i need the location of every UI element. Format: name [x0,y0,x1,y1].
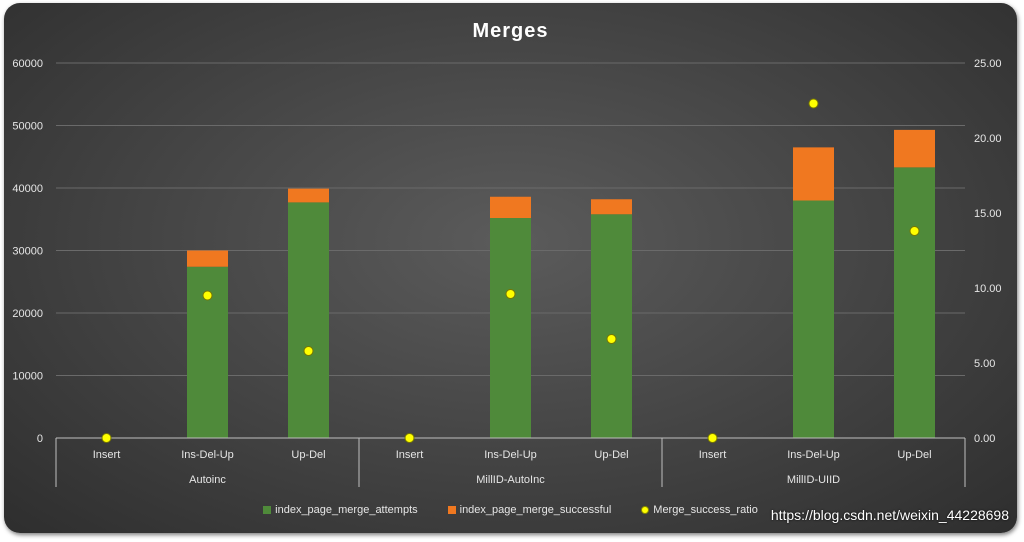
y-right-tick-label: 20.00 [974,133,1002,145]
y-left-tick-label: 20000 [12,308,43,320]
y-left-tick-label: 60000 [12,58,43,70]
x-tick-label: Insert [699,449,727,461]
point-merge-success-ratio [404,433,415,443]
y-right-tick-label: 15.00 [974,208,1002,220]
legend-item-ratio: Merge_success_ratio [641,504,758,516]
chart-legend: index_page_merge_attempts index_page_mer… [4,504,1017,516]
bar-merge-successful [591,199,632,215]
y-right-tick-label: 0.00 [974,433,995,445]
point-merge-success-ratio [707,433,718,443]
legend-swatch-successful [447,506,456,514]
point-merge-success-ratio [505,289,516,299]
y-right-tick-label: 25.00 [974,58,1002,70]
legend-swatch-attempts [263,506,272,514]
x-tick-label: Insert [93,449,121,461]
point-merge-success-ratio [909,226,920,236]
x-tick-label: Ins-Del-Up [181,449,234,461]
y-left-tick-label: 10000 [12,371,43,383]
point-merge-success-ratio [101,433,112,443]
x-group-label: Autoinc [189,474,226,486]
bar-merge-attempts [591,214,632,438]
point-merge-success-ratio [303,346,314,356]
chart-title: Merges [472,20,549,42]
legend-label-successful: index_page_merge_successful [459,504,612,516]
bar-merge-attempts [288,202,329,438]
bar-merge-attempts [894,167,935,438]
watermark-text: https://blog.csdn.net/weixin_44228698 [770,507,1009,523]
bar-merge-successful [490,196,531,218]
y-left-tick-label: 50000 [12,121,43,133]
y-left-tick-label: 0 [37,433,43,445]
merges-chart: 0 10000 20000 30000 40000 50000 60000 0.00 5.00 1… [12,58,1002,487]
point-merge-success-ratio [202,290,213,301]
legend-item-attempts: index_page_merge_attempts [263,504,418,516]
legend-label-ratio: Merge_success_ratio [653,504,758,516]
bar-merge-attempts [793,200,834,438]
y-left-tick-label: 30000 [12,246,43,258]
x-group-label: MillID-AutoInc [476,474,545,486]
bar-merge-successful [793,147,834,201]
bar-merge-attempts [490,218,531,438]
point-merge-success-ratio [606,334,617,344]
y-left-tick-label: 40000 [12,183,43,195]
x-tick-label: Ins-Del-Up [484,449,537,461]
legend-swatch-ratio [641,506,650,514]
legend-label-attempts: index_page_merge_attempts [275,504,418,516]
bar-merge-successful [288,188,329,203]
x-tick-label: Ins-Del-Up [787,449,840,461]
legend-item-successful: index_page_merge_successful [447,504,612,516]
y-right-tick-label: 5.00 [974,358,995,370]
x-tick-label: Insert [396,449,424,461]
bar-merge-successful [187,250,228,267]
y-right-tick-label: 10.00 [974,283,1002,295]
bar-merge-successful [894,129,935,168]
x-tick-label: Up-Del [594,449,628,461]
x-tick-label: Up-Del [291,449,325,461]
x-tick-label: Up-Del [897,449,931,461]
chart-frame: Merges 0 10000 20000 30000 40000 50000 60000 0.… [4,3,1017,533]
point-merge-success-ratio [808,98,819,109]
x-group-label: MillID-UIID [787,474,840,486]
